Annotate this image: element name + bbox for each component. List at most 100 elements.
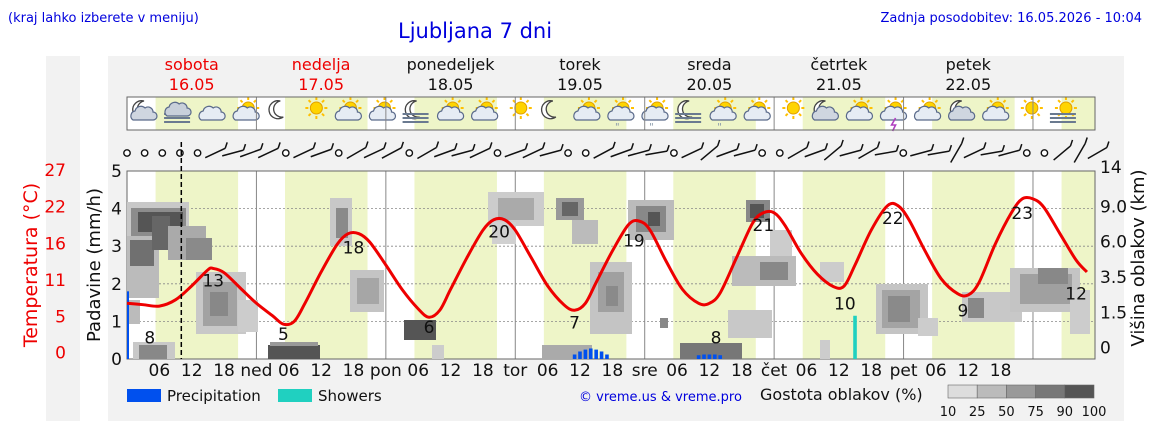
- precipitation-bar: [578, 351, 582, 359]
- density-tick: 100: [1082, 405, 1107, 420]
- wind-barb-icon: [627, 143, 652, 157]
- wind-calm-icon: [581, 149, 590, 157]
- moon-icon: [268, 100, 284, 120]
- precipitation-tick: 5: [111, 162, 122, 182]
- sun-cloud-icon: [573, 97, 601, 121]
- density-swatch: [976, 384, 1007, 399]
- wind-barb-icon: [522, 142, 546, 159]
- wind-barb-icon: [1073, 137, 1088, 163]
- x-tick: pon: [370, 361, 402, 381]
- left-axis-panel: [46, 56, 80, 421]
- x-tick: 06: [925, 361, 947, 381]
- temperature-label: 21: [753, 216, 775, 236]
- day-name: sobota: [165, 55, 219, 74]
- wind-barb-icon: [874, 144, 900, 156]
- page-title: Ljubljana 7 dni: [398, 19, 552, 43]
- wind-barb-icon: [804, 143, 829, 158]
- sun-icon: [305, 97, 328, 119]
- wind-barb-icon: [222, 143, 247, 157]
- precipitation-bars: [127, 291, 723, 359]
- temperature-label: 8: [711, 328, 722, 348]
- day-name: nedelja: [292, 55, 351, 74]
- cloud-low-2b: [270, 342, 318, 346]
- temperature-axis-label: Temperatura (°C): [20, 183, 42, 348]
- x-tick: 12: [828, 361, 850, 381]
- density-tick: 50: [998, 405, 1015, 420]
- wind-barb-icon: [1053, 139, 1074, 161]
- sun-cloud-icon: [368, 97, 397, 121]
- wind-barb-icon: [310, 143, 335, 158]
- day-date: 16.05: [169, 75, 215, 94]
- precipitation-bar: [599, 351, 604, 359]
- cloud-low-1b: [139, 345, 167, 359]
- cloud-blob-wed-low: [728, 310, 772, 338]
- precipitation-bar: [594, 349, 598, 359]
- sun-cloud-icon: [743, 97, 771, 121]
- x-tick: 06: [407, 361, 429, 381]
- precipitation-bar: [713, 354, 717, 359]
- precipitation-bar: [588, 348, 593, 359]
- temperature-tick: 0: [55, 343, 66, 363]
- temperature-label: 13: [202, 271, 224, 291]
- wind-calm-icon: [775, 149, 784, 157]
- day-date: 19.05: [557, 75, 603, 94]
- sun-cloud-icon: [436, 97, 465, 121]
- x-tick: 12: [440, 361, 462, 381]
- x-tick: 12: [569, 361, 591, 381]
- density-swatch: [1064, 384, 1095, 399]
- day-name: torek: [559, 55, 601, 74]
- precipitation-axis-ticks: 5 4 3 2 1 0: [111, 162, 122, 370]
- cloud-blob-wed: [732, 200, 796, 286]
- cloud-blob-fri: [962, 268, 1090, 334]
- cloud-height-axis-ticks: 14 9.0 6.0 3.5 1.5 0: [1100, 158, 1127, 359]
- wind-calm-icon: [1040, 149, 1049, 157]
- temperature-tick: 22: [44, 198, 66, 218]
- svg-text:": ": [649, 122, 654, 133]
- x-tick: 18: [213, 361, 235, 381]
- x-tick: sre: [632, 361, 658, 381]
- location-note[interactable]: (kraj lahko izberete v meniju): [8, 11, 199, 26]
- x-tick: 06: [149, 361, 171, 381]
- wind-barb-icon: [716, 143, 740, 158]
- day-date: 17.05: [298, 75, 344, 94]
- wind-calm-icon: [758, 149, 767, 157]
- sun-cloud-rain-icon: ": [709, 97, 737, 133]
- sun-cloud-icon: [913, 97, 942, 121]
- x-tick: 06: [666, 361, 688, 381]
- temperature-label: 12: [1065, 284, 1087, 304]
- copyright-link[interactable]: © vreme.us & vreme.pro: [579, 390, 742, 405]
- temperature-label: 19: [623, 232, 645, 252]
- day-name: ponedeljek: [407, 55, 496, 74]
- x-tick: 06: [796, 361, 818, 381]
- x-tick: 18: [860, 361, 882, 381]
- wind-calm-icon: [405, 149, 414, 157]
- temperature-label: 6: [424, 318, 435, 338]
- cloud-height-tick: 3.5: [1100, 268, 1127, 288]
- precipitation-tick: 1: [111, 312, 122, 332]
- density-swatch: [1006, 384, 1036, 399]
- x-tick: 18: [990, 361, 1012, 381]
- wind-barb-icon: [593, 141, 616, 159]
- weather-icons: " " ": [130, 97, 1077, 133]
- svg-text:": ": [717, 122, 722, 133]
- cloud-low-2: [268, 345, 320, 359]
- wind-barb-icon: [451, 143, 476, 157]
- cloud-blob-mon: [488, 192, 544, 244]
- moon-cloud-icon: [811, 100, 840, 121]
- temperature-label: 7: [569, 313, 580, 333]
- x-tick: 18: [343, 361, 365, 381]
- density-tick: 10: [940, 405, 957, 420]
- showers-legend-swatch: [278, 389, 312, 402]
- x-tick: čet: [761, 361, 788, 381]
- wind-barb-icon: [700, 139, 721, 161]
- cloud-height-tick: 9.0: [1100, 197, 1127, 217]
- cloud-height-tick: 1.5: [1100, 303, 1127, 323]
- precipitation-bar: [605, 354, 609, 359]
- precipitation-axis-label: Padavine (mm/h): [84, 188, 105, 342]
- daylight-band: [932, 171, 1015, 359]
- day-date: 20.05: [687, 75, 733, 94]
- wind-barb-icon: [733, 143, 758, 157]
- cloud-height-axis-label: Višina oblakov (km): [1128, 169, 1149, 346]
- precipitation-bar: [572, 354, 577, 359]
